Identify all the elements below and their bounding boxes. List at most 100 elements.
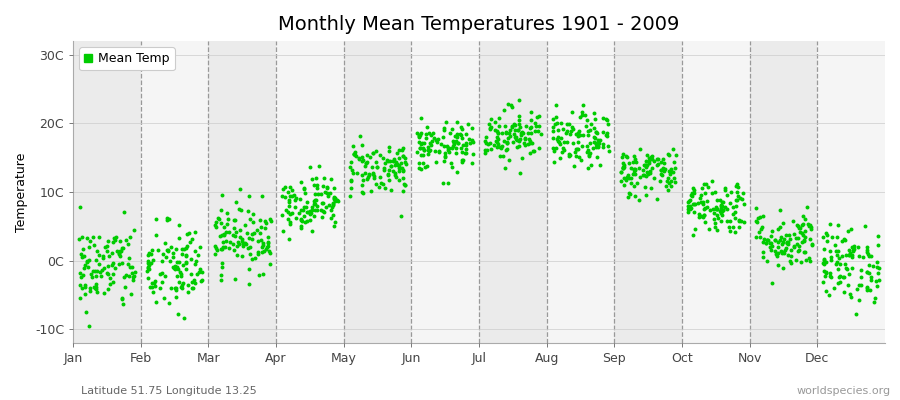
Point [531,145,545,151]
Point [707,210,722,217]
Point [79,309,94,315]
Point [465,124,480,131]
Point [99,270,113,276]
Point [754,226,769,232]
Point [668,179,682,185]
Y-axis label: Temperature: Temperature [15,152,28,232]
Point [178,252,193,258]
Point [398,182,412,188]
Point [225,240,239,247]
Point [179,258,194,265]
Point [123,263,138,270]
Point [789,235,804,241]
Point [783,236,797,242]
Point [373,152,387,158]
Point [465,136,480,143]
Point [760,237,775,243]
Point [215,192,230,198]
Point [464,159,479,166]
Point [662,168,676,174]
Point [661,151,675,158]
Point [316,208,330,214]
Point [298,218,312,225]
Point [87,241,102,248]
Point [715,199,729,205]
Point [126,227,140,233]
Point [626,153,641,159]
Point [595,141,609,148]
Point [282,202,296,209]
Point [456,142,471,148]
Point [478,150,492,156]
Point [706,216,721,222]
Point [453,131,467,137]
Point [114,248,129,254]
Bar [140,41,209,343]
Point [863,276,878,283]
Point [522,136,536,142]
Point [700,198,715,204]
Point [293,178,308,185]
Point [800,221,814,227]
Point [414,114,428,121]
Point [156,258,170,264]
Point [126,272,140,279]
Point [327,185,341,192]
Point [657,168,671,174]
Point [174,272,188,279]
Point [105,271,120,278]
Point [654,167,669,173]
Point [553,155,567,162]
Point [787,244,801,250]
Point [507,130,521,137]
Point [852,297,867,303]
Point [832,280,846,286]
Point [86,284,101,290]
Point [716,199,731,205]
Point [299,204,313,210]
Point [446,143,460,150]
Point [227,217,241,224]
Point [261,240,275,246]
Point [184,270,199,277]
Point [493,152,508,159]
Point [750,219,764,225]
Point [727,228,742,235]
Point [503,133,517,140]
Point [512,138,526,145]
Point [590,140,605,147]
Point [277,194,292,200]
Point [317,209,331,215]
Point [729,197,743,203]
Point [497,138,511,144]
Point [779,240,794,246]
Point [89,281,104,287]
Point [76,272,90,278]
Point [235,253,249,259]
Point [778,232,793,238]
Point [730,180,744,187]
Point [774,248,788,254]
Point [525,140,539,146]
Point [255,237,269,243]
Point [283,236,297,242]
Point [390,161,404,167]
Point [640,169,654,175]
Point [841,282,855,288]
Point [569,152,583,159]
Point [779,239,794,246]
Point [749,218,763,225]
Point [362,170,376,177]
Bar [73,41,140,343]
Point [172,235,186,242]
Point [264,215,278,222]
Point [83,238,97,244]
Point [314,200,328,206]
Point [320,189,334,196]
Point [310,203,324,209]
Point [523,140,537,146]
Point [652,178,667,184]
Point [346,151,361,157]
Point [836,289,850,295]
Point [194,266,208,272]
